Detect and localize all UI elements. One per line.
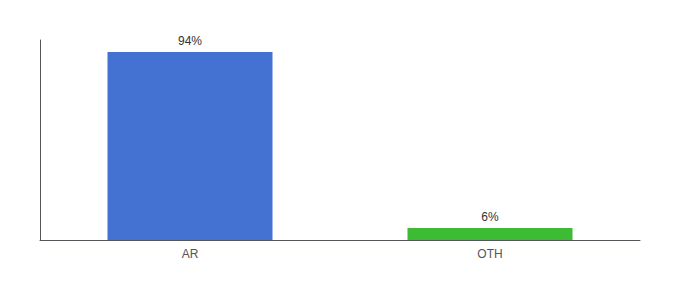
svg-text:AR: AR (182, 247, 199, 261)
svg-text:6%: 6% (481, 210, 499, 224)
svg-text:94%: 94% (178, 34, 202, 48)
svg-text:OTH: OTH (477, 247, 502, 261)
